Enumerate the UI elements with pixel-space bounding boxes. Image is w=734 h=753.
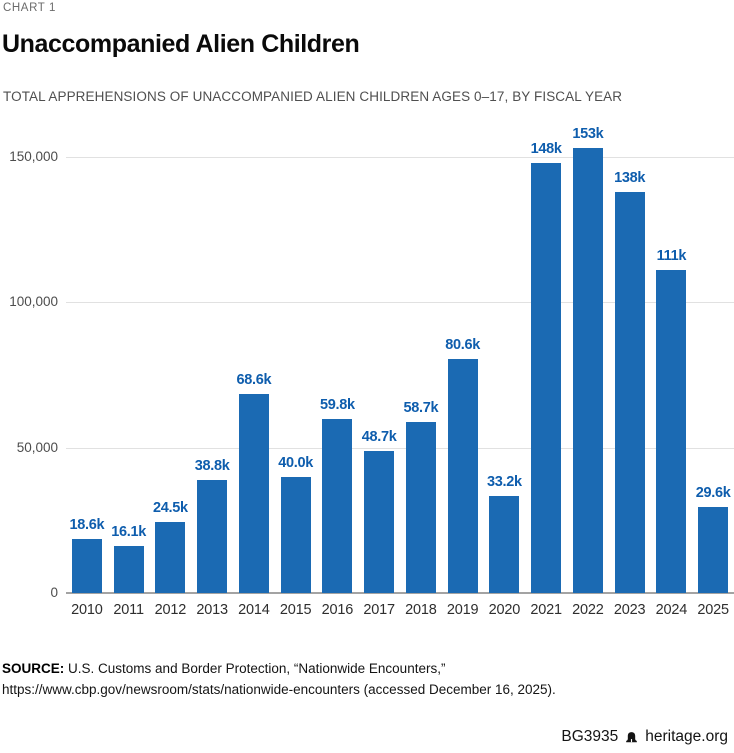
bar-value-label: 80.6k — [445, 336, 481, 353]
source-note: SOURCE: U.S. Customs and Border Protecti… — [2, 658, 642, 700]
liberty-bell-icon — [626, 731, 638, 742]
x-axis-tick-label: 2011 — [113, 602, 144, 618]
y-axis-tick-label: 50,000 — [16, 439, 58, 455]
y-axis-tick-label: 0 — [50, 585, 58, 600]
source-line2: https://www.cbp.gov/newsroom/stats/natio… — [2, 682, 556, 697]
x-axis-tick-label: 2020 — [488, 602, 521, 618]
x-axis-tick-label: 2016 — [321, 602, 354, 618]
x-axis-tick-label: 2013 — [196, 602, 228, 618]
x-axis-tick-label: 2015 — [279, 602, 312, 618]
bar-2025 — [698, 506, 729, 593]
report-id: BG3935 — [561, 728, 619, 745]
gridline — [66, 157, 734, 158]
bar-value-label: 68.6k — [236, 371, 272, 388]
bar-value-label: 111k — [656, 248, 687, 265]
x-axis-tick-label: 2024 — [655, 602, 688, 618]
bar-value-label: 24.5k — [152, 499, 188, 516]
site-name: heritage.org — [645, 728, 728, 745]
gridline — [66, 447, 734, 449]
x-axis-tick-label: 2018 — [405, 602, 437, 618]
bar-value-label: 29.6k — [695, 484, 731, 501]
bar-value-label: 148k — [530, 140, 562, 157]
bar-2021 — [531, 162, 562, 593]
chart-kicker: CHART 1 — [3, 2, 56, 14]
bar-value-label: 58.7k — [403, 400, 439, 417]
x-axis-tick-label: 2019 — [446, 602, 479, 618]
y-axis-tick-label: 150,000 — [9, 149, 58, 164]
bar-value-label: 18.6k — [69, 516, 105, 533]
bar-2017 — [364, 451, 395, 593]
bar-2014 — [238, 393, 269, 593]
bar-value-label: 59.8k — [319, 397, 355, 414]
bar-2019 — [447, 358, 478, 593]
bar-2010 — [71, 538, 102, 593]
gridline — [66, 302, 734, 304]
bar-2011 — [113, 546, 144, 593]
footer: BG3935 heritage.org — [561, 728, 728, 746]
page-title: Unaccompanied Alien Children — [2, 30, 360, 58]
x-axis-tick-label: 2025 — [697, 602, 729, 618]
x-axis-line — [66, 592, 734, 594]
bar-value-label: 48.7k — [361, 429, 397, 446]
source-label: SOURCE: — [2, 661, 65, 676]
x-axis-tick-label: 2010 — [71, 602, 103, 618]
source-line1: U.S. Customs and Border Protection, “Nat… — [68, 661, 446, 676]
bar-value-label: 33.2k — [486, 474, 522, 491]
bar-2018 — [405, 422, 436, 593]
bar-2016 — [322, 419, 353, 593]
bar-2012 — [155, 521, 186, 593]
bar-value-label: 16.1k — [111, 524, 147, 541]
x-axis-tick-label: 2021 — [530, 602, 562, 618]
bar-2023 — [614, 191, 645, 593]
x-axis-tick-label: 2017 — [363, 602, 395, 618]
bar-2013 — [197, 480, 228, 593]
y-axis-tick-label: 100,000 — [9, 294, 58, 310]
bar-2022 — [572, 148, 603, 593]
bar-value-label: 40.0k — [278, 454, 314, 471]
bar-2024 — [656, 270, 687, 593]
x-axis-tick-label: 2022 — [572, 602, 604, 618]
bar-2015 — [280, 476, 311, 593]
x-axis-tick-label: 2014 — [238, 602, 270, 618]
bar-2020 — [489, 496, 520, 593]
x-axis-tick-label: 2023 — [613, 602, 646, 618]
bar-value-label: 38.8k — [194, 458, 230, 475]
bar-value-label: 138k — [614, 169, 646, 186]
x-axis-tick-label: 2012 — [154, 602, 187, 618]
bar-value-label: 153k — [572, 126, 604, 143]
chart-subtitle: TOTAL APPREHENSIONS OF UNACCOMPANIED ALI… — [3, 89, 623, 104]
